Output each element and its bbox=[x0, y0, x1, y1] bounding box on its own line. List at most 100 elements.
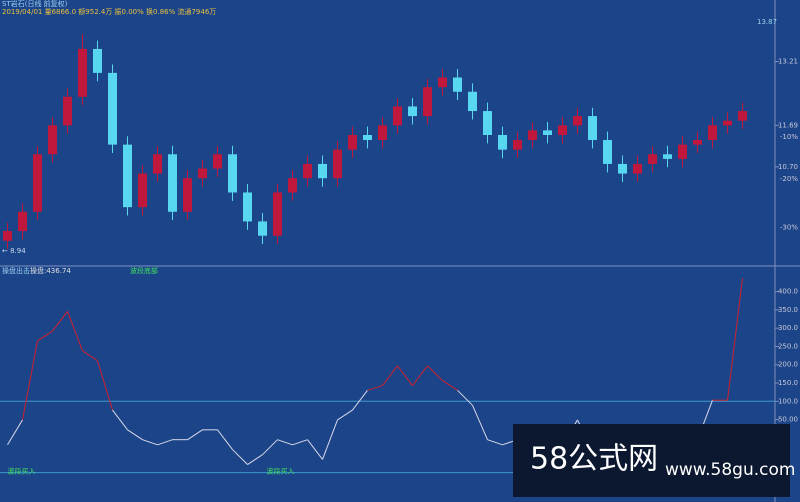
indicator-segment bbox=[142, 439, 158, 446]
indicator-segment bbox=[67, 311, 83, 352]
indicator-segment bbox=[472, 405, 488, 440]
candle-body bbox=[693, 140, 702, 145]
y-tick-label: 300.0 bbox=[778, 324, 798, 332]
candle-body bbox=[243, 192, 252, 222]
indicator-segment bbox=[112, 409, 128, 431]
indicator-segment bbox=[217, 429, 233, 450]
indicator-segment bbox=[262, 439, 278, 456]
indicator-segment bbox=[187, 429, 203, 441]
candle-body bbox=[3, 231, 12, 241]
candle-body bbox=[573, 116, 582, 126]
chart-title: ST岩石(日线 前复权) bbox=[2, 0, 68, 8]
indicator-segment bbox=[427, 365, 443, 381]
watermark-title: 58公式网 bbox=[530, 442, 658, 477]
y-tick-label: 150.0 bbox=[778, 379, 798, 387]
candle-body bbox=[363, 134, 372, 141]
watermark-url: www.58gu.com bbox=[665, 460, 795, 480]
candle-body bbox=[48, 125, 57, 155]
candle-body bbox=[558, 125, 567, 135]
indicator-segment bbox=[7, 419, 23, 446]
indicator-segment bbox=[97, 360, 113, 411]
y-tick-label: 10.70 bbox=[778, 163, 798, 171]
candle-body bbox=[378, 125, 387, 141]
chart-subtitle: 2019/04/01 量6866.0 额952.4万 振0.00% 换0.86%… bbox=[2, 7, 216, 16]
indicator-value: 操盘:436.74 bbox=[30, 266, 71, 275]
candle-body bbox=[33, 154, 42, 212]
indicator-segment bbox=[307, 439, 323, 460]
indicator-segment bbox=[232, 449, 248, 465]
candle-body bbox=[348, 134, 357, 150]
indicator-segment bbox=[292, 439, 308, 446]
candle-body bbox=[393, 106, 402, 126]
indicator-segment bbox=[127, 429, 143, 441]
indicator-segment bbox=[22, 340, 38, 421]
candle-body bbox=[498, 134, 507, 150]
candle-body bbox=[633, 163, 642, 174]
candle-body bbox=[228, 154, 237, 193]
candle-body bbox=[18, 211, 27, 232]
candle-body bbox=[423, 87, 432, 117]
candle-body bbox=[93, 48, 102, 73]
candle-body bbox=[528, 130, 537, 141]
indicator-segment bbox=[727, 278, 743, 401]
candle-body bbox=[303, 163, 312, 179]
indicator-segment bbox=[337, 409, 353, 421]
candle-body bbox=[603, 140, 612, 164]
candle-body bbox=[723, 120, 732, 126]
y-tick-label: 50.00 bbox=[778, 416, 798, 424]
annotation: 波段买入 bbox=[267, 467, 295, 476]
watermark-box bbox=[513, 424, 790, 497]
candle-body bbox=[408, 106, 417, 117]
candle-body bbox=[678, 144, 687, 159]
pct-tick-label: -10% bbox=[780, 133, 798, 141]
candle-body bbox=[63, 96, 72, 126]
indicator-segment bbox=[52, 311, 68, 332]
indicator-segment bbox=[382, 365, 398, 386]
candle-body bbox=[138, 173, 147, 208]
indicator-segment bbox=[247, 454, 263, 465]
indicator-segment bbox=[277, 439, 293, 446]
candle-body bbox=[198, 168, 207, 179]
candle-body bbox=[648, 154, 657, 164]
candle-body bbox=[153, 154, 162, 174]
y-tick-label: 100.0 bbox=[778, 397, 798, 405]
indicator-segment bbox=[157, 439, 173, 446]
y-tick-label: 350.0 bbox=[778, 306, 798, 314]
indicator-segment bbox=[412, 365, 428, 386]
candle-body bbox=[513, 140, 522, 150]
pct-tick-label: -20% bbox=[780, 175, 798, 183]
indicator-segment bbox=[397, 365, 413, 386]
candle-body bbox=[618, 163, 627, 174]
y-tick-label: 250.0 bbox=[778, 342, 798, 350]
y-tick-label: 13.21 bbox=[778, 58, 798, 66]
candle-body bbox=[108, 72, 117, 145]
candle-body bbox=[213, 154, 222, 169]
candle-body bbox=[78, 48, 87, 97]
candle-body bbox=[708, 125, 717, 141]
indicator-segment bbox=[37, 330, 53, 342]
candle-body bbox=[738, 111, 747, 121]
candle-body bbox=[333, 149, 342, 179]
y-tick-label: 400.0 bbox=[778, 288, 798, 296]
candle-body bbox=[288, 178, 297, 193]
candle-body bbox=[483, 111, 492, 135]
annotation: 波段买入 bbox=[8, 467, 36, 476]
y-tick-label: 200.0 bbox=[778, 361, 798, 369]
candle-body bbox=[168, 154, 177, 212]
indicator-segment bbox=[352, 390, 368, 411]
candle-body bbox=[468, 91, 477, 112]
candle-body bbox=[438, 77, 447, 88]
indicator-segment bbox=[322, 419, 338, 460]
candle-body bbox=[588, 116, 597, 141]
candle-body bbox=[183, 178, 192, 212]
candle-body bbox=[273, 192, 282, 236]
y-tick-label: 11.69 bbox=[778, 121, 798, 129]
indicator-title: 操盘出击 bbox=[2, 266, 30, 275]
candle-body bbox=[258, 221, 267, 236]
candle-body bbox=[543, 130, 552, 135]
pct-tick-label: -30% bbox=[780, 223, 798, 231]
indicator-segment bbox=[487, 439, 503, 446]
